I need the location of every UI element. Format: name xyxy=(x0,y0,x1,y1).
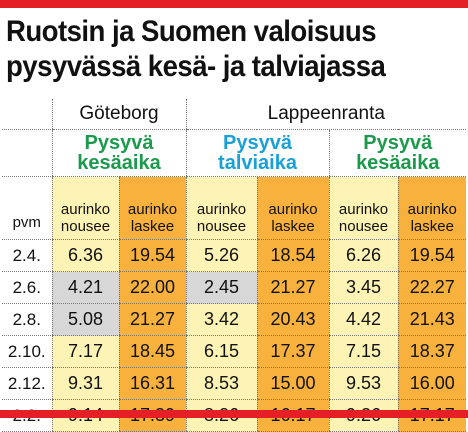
sunset-cell: 15.00 xyxy=(256,367,330,400)
daylight-table: Göteborg Lappeenranta Pysyvä kesäaika Py… xyxy=(2,99,467,432)
sunset-cell: 18.54 xyxy=(256,239,330,272)
table-row: 2.10. 7.17 18.45 6.15 17.37 7.15 18.37 xyxy=(2,335,467,368)
date-cell: 2.8. xyxy=(2,303,52,336)
corner-cell xyxy=(2,99,52,130)
col-header-sunset: aurinko laskee xyxy=(256,176,330,240)
sunset-cell: 18.37 xyxy=(397,335,467,368)
mode-line-2: talviaika xyxy=(218,152,297,174)
sunrise-cell: 5.08 xyxy=(51,303,119,336)
col-header-sunrise: aurinko nousee xyxy=(328,176,399,240)
sunrise-cell: 5.26 xyxy=(185,239,258,272)
corner-cell xyxy=(2,129,52,177)
mode-line-2: kesäaika xyxy=(356,152,440,174)
city-header-lappeenranta: Lappeenranta xyxy=(185,99,467,130)
sunset-cell: 22.27 xyxy=(397,271,467,304)
sunset-cell: 20.43 xyxy=(256,303,330,336)
date-cell: 2.10. xyxy=(2,335,52,368)
table-body: 2.4. 6.36 19.54 5.26 18.54 6.26 19.54 2.6. 4.21 2… xyxy=(2,239,467,432)
sunset-cell: 16.00 xyxy=(397,367,467,400)
sunset-cell: 19.54 xyxy=(397,239,467,272)
mode-header-lappeenranta-summer: Pysyvä kesäaika xyxy=(328,129,467,177)
sunrise-cell: 9.53 xyxy=(328,367,399,400)
table-row: 2.4. 6.36 19.54 5.26 18.54 6.26 19.54 xyxy=(2,239,467,272)
city-header-goteborg: Göteborg xyxy=(51,99,187,130)
sunrise-cell: 6.26 xyxy=(328,239,399,272)
sunset-cell: 21.27 xyxy=(256,271,330,304)
sunset-cell: 18.45 xyxy=(118,335,187,368)
table-row: 2.6. 4.21 22.00 2.45 21.27 3.45 22.27 xyxy=(2,271,467,304)
sunset-cell: 19.54 xyxy=(118,239,187,272)
mode-line-1: Pysyvä xyxy=(84,132,154,154)
col-header-sunset: aurinko laskee xyxy=(118,176,187,240)
mode-line-2: kesäaika xyxy=(77,152,161,174)
sunrise-cell: 8.53 xyxy=(185,367,258,400)
title-line-1: Ruotsin ja Suomen valoisuus xyxy=(6,15,377,48)
date-cell: 2.6. xyxy=(2,271,52,304)
sunrise-cell: 4.21 xyxy=(51,271,119,304)
sunset-cell: 21.27 xyxy=(118,303,187,336)
sunrise-cell: 3.42 xyxy=(185,303,258,336)
sunset-cell: 21.43 xyxy=(397,303,467,336)
sunset-cell: 22.00 xyxy=(118,271,187,304)
sunrise-cell: 3.45 xyxy=(328,271,399,304)
sunset-cell: 16.31 xyxy=(118,367,187,400)
title-line-2: pysyvässä kesä- ja talviajassa xyxy=(6,50,386,83)
pvm-header: pvm xyxy=(2,176,52,240)
mode-line-1: Pysyvä xyxy=(223,132,292,154)
mode-header-goteborg-summer: Pysyvä kesäaika xyxy=(51,129,187,177)
sunrise-cell: 6.36 xyxy=(51,239,119,272)
date-cell: 2.4. xyxy=(2,239,52,272)
sunset-cell: 17.37 xyxy=(256,335,330,368)
sunrise-cell: 4.42 xyxy=(328,303,399,336)
col-header-sunset: aurinko laskee xyxy=(397,176,467,240)
bottom-accent-bar xyxy=(0,410,468,418)
sunrise-cell: 2.45 xyxy=(185,271,258,304)
sunrise-cell: 6.15 xyxy=(185,335,258,368)
table-row: 2.12. 9.31 16.31 8.53 15.00 9.53 16.00 xyxy=(2,367,467,400)
table-row: 2.8. 5.08 21.27 3.42 20.43 4.42 21.43 xyxy=(2,303,467,336)
date-cell: 2.12. xyxy=(2,367,52,400)
mode-header-lappeenranta-winter: Pysyvä talviaika xyxy=(185,129,330,177)
sunrise-cell: 7.15 xyxy=(328,335,399,368)
top-accent-bar xyxy=(0,0,468,8)
page-title: Ruotsin ja Suomen valoisuus pysyvässä ke… xyxy=(6,14,386,84)
col-header-sunrise: aurinko nousee xyxy=(185,176,258,240)
col-header-sunrise: aurinko nousee xyxy=(51,176,119,240)
sunrise-cell: 7.17 xyxy=(51,335,119,368)
sunrise-cell: 9.31 xyxy=(51,367,119,400)
mode-line-1: Pysyvä xyxy=(363,132,433,154)
